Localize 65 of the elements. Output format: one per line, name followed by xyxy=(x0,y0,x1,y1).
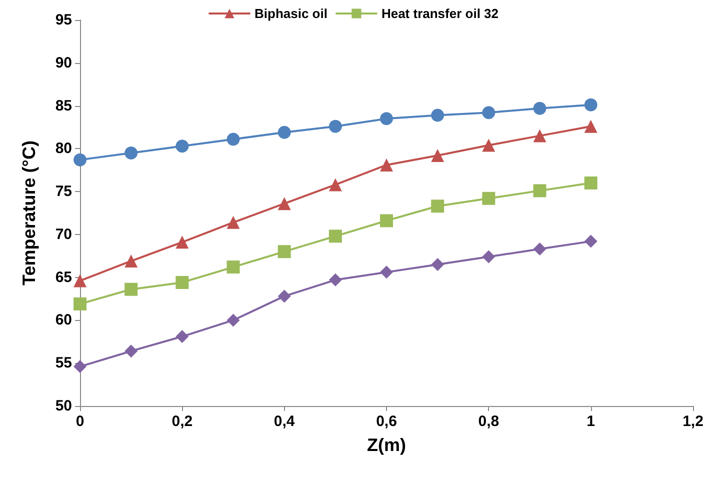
point xyxy=(482,106,496,120)
point xyxy=(226,216,240,229)
point xyxy=(176,276,189,289)
point xyxy=(176,330,189,344)
point xyxy=(74,274,86,288)
point xyxy=(278,126,291,139)
x-tick-label: 1,2 xyxy=(682,413,704,430)
y-tick-label: 95 xyxy=(55,12,72,28)
point xyxy=(380,266,393,279)
x-tick-label: 0,8 xyxy=(478,413,500,430)
point xyxy=(584,120,598,133)
y-tick-label: 60 xyxy=(55,312,72,329)
point xyxy=(328,178,342,192)
point xyxy=(380,112,393,126)
legend-label: Heat transfer oil 32 xyxy=(381,6,499,21)
y-tick-label: 85 xyxy=(55,97,72,114)
point xyxy=(328,120,342,133)
y-tick-label: 90 xyxy=(55,54,72,72)
point xyxy=(584,176,598,190)
x-tick-label: 0,6 xyxy=(376,413,397,430)
point xyxy=(278,245,291,258)
point xyxy=(533,129,546,142)
x-tick-label: 1 xyxy=(586,413,596,430)
point xyxy=(124,282,138,296)
point xyxy=(533,184,546,198)
point xyxy=(278,290,291,303)
legend-label: Biphasic oil xyxy=(254,6,328,21)
point xyxy=(74,153,86,166)
y-tick-label: 50 xyxy=(55,398,72,414)
point xyxy=(431,258,444,271)
point xyxy=(226,260,240,274)
point xyxy=(328,230,342,243)
point xyxy=(431,108,444,122)
x-tick-label: 0,2 xyxy=(172,413,193,430)
point xyxy=(176,236,189,249)
point xyxy=(380,214,393,228)
point xyxy=(431,149,444,162)
y-tick-label: 55 xyxy=(55,354,72,372)
point xyxy=(124,146,138,160)
x-tick-label: 0 xyxy=(76,413,84,430)
point xyxy=(584,98,598,112)
x-axis-title: Z(m) xyxy=(367,435,406,455)
point xyxy=(328,273,342,286)
point xyxy=(124,254,138,268)
point xyxy=(124,344,138,358)
x-tick-label: 0,4 xyxy=(274,413,296,430)
point xyxy=(278,197,291,210)
point xyxy=(533,102,546,115)
point xyxy=(482,138,496,152)
y-tick-label: 70 xyxy=(55,226,72,243)
point xyxy=(482,192,496,205)
y-tick-label: 80 xyxy=(55,140,72,158)
point xyxy=(226,132,240,146)
point xyxy=(176,140,189,153)
point xyxy=(74,297,86,310)
y-tick-label: 65 xyxy=(55,268,72,286)
point xyxy=(431,200,444,213)
point xyxy=(482,250,496,264)
point xyxy=(380,158,393,172)
point xyxy=(74,360,86,374)
y-axis-title: Temperature (°C) xyxy=(19,140,39,286)
point xyxy=(226,314,240,327)
point xyxy=(584,234,598,248)
point xyxy=(533,242,546,256)
y-tick-label: 75 xyxy=(55,183,72,200)
